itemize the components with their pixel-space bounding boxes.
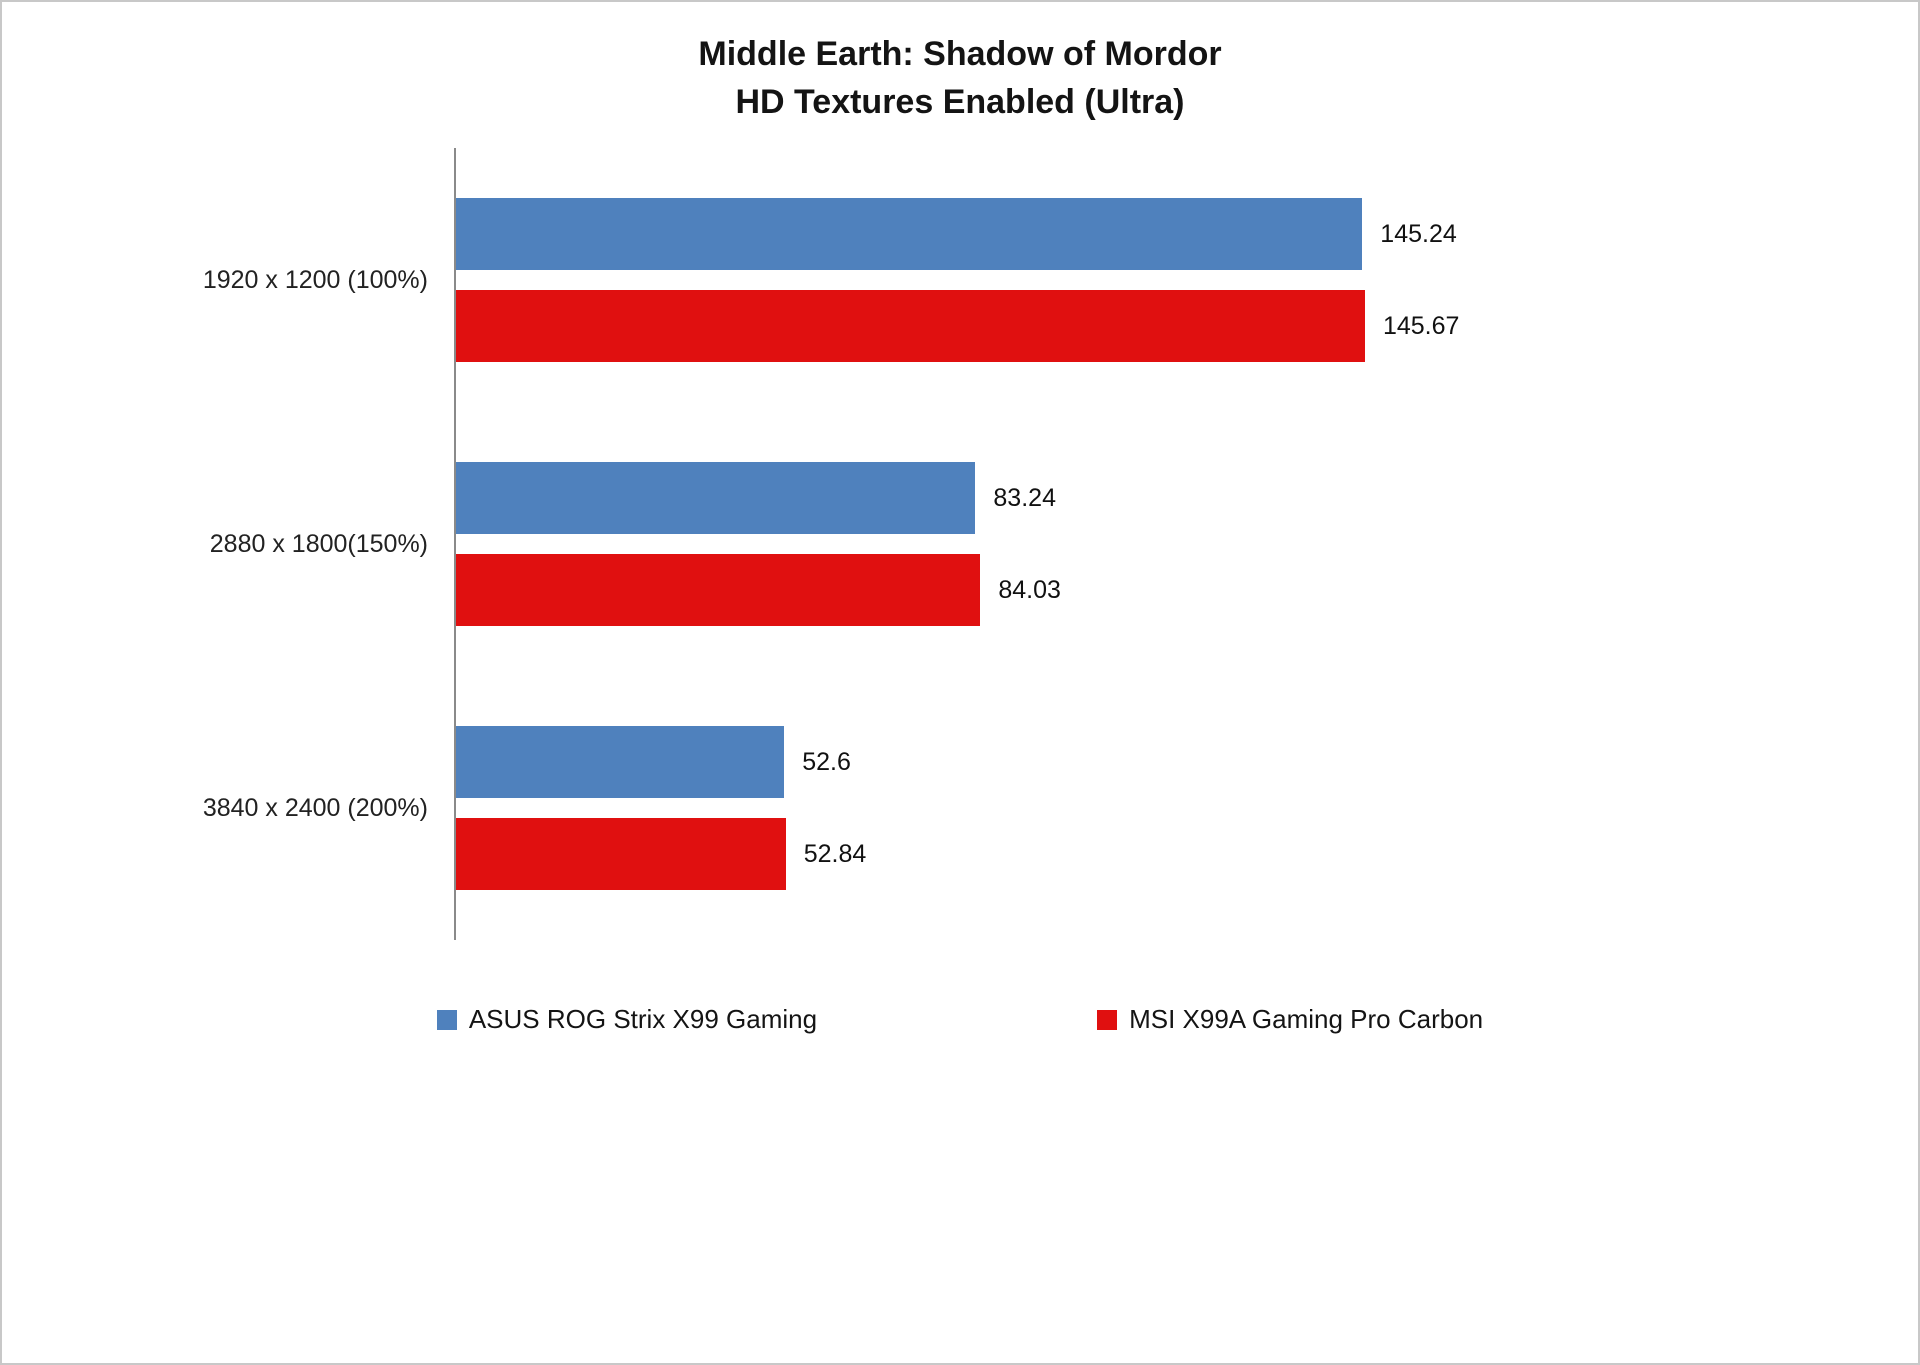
- legend-item: MSI X99A Gaming Pro Carbon: [1097, 1004, 1483, 1035]
- bar-row: 83.24: [456, 462, 1392, 534]
- category-label: 2880 x 1800(150%): [209, 529, 428, 558]
- bar-value-label: 83.24: [993, 483, 1056, 512]
- legend-label: MSI X99A Gaming Pro Carbon: [1129, 1004, 1484, 1034]
- bar-value-label: 84.03: [998, 575, 1061, 604]
- bar-series-1: [456, 554, 981, 626]
- bar-series-0: [456, 198, 1363, 270]
- legend-item: ASUS ROG Strix X99 Gaming: [436, 1004, 818, 1035]
- legend-swatch: [1097, 1009, 1118, 1030]
- category-label: 3840 x 2400 (200%): [202, 793, 428, 822]
- legend: ASUS ROG Strix X99 Gaming MSI X99A Gaming…: [2, 1004, 1918, 1035]
- bar-series-0: [456, 726, 785, 798]
- bar-series-1: [456, 290, 1365, 362]
- bar-series-1: [456, 818, 786, 890]
- category-labels: 1920 x 1200 (100%) 2880 x 1800(150%) 3840 …: [2, 148, 454, 940]
- plot-area: 145.24 145.67 83.24 84.03 52.6 52.84: [454, 148, 1459, 940]
- bar-row: 52.6: [456, 726, 1392, 798]
- bar-value-label: 52.6: [802, 747, 851, 776]
- bar-series-0: [456, 462, 976, 534]
- bar-row: 145.67: [456, 290, 1459, 362]
- bar-group: 83.24 84.03: [456, 412, 1392, 676]
- bar-group: 145.24 145.67: [456, 148, 1459, 412]
- legend-swatch: [436, 1009, 457, 1030]
- bar-value-label: 145.67: [1382, 311, 1460, 340]
- chart-title: Middle Earth: Shadow of Mordor: [698, 35, 1222, 73]
- bar-value-label: 52.84: [803, 839, 867, 868]
- bar-chart: 1920 x 1200 (100%) 2880 x 1800(150%) 3840 …: [2, 148, 1918, 940]
- bar-row: 52.84: [456, 818, 1392, 890]
- bar-row: 145.24: [456, 198, 1457, 270]
- bar-value-label: 145.24: [1380, 219, 1457, 248]
- chart-title-block: Middle Earth: Shadow of Mordor HD Textur…: [2, 30, 1918, 126]
- bar-row: 84.03: [456, 554, 1392, 626]
- legend-label: ASUS ROG Strix X99 Gaming: [468, 1004, 818, 1034]
- chart-subtitle: HD Textures Enabled (Ultra): [735, 83, 1185, 121]
- bar-group: 52.6 52.84: [456, 676, 1392, 940]
- category-label: 1920 x 1200 (100%): [202, 265, 428, 294]
